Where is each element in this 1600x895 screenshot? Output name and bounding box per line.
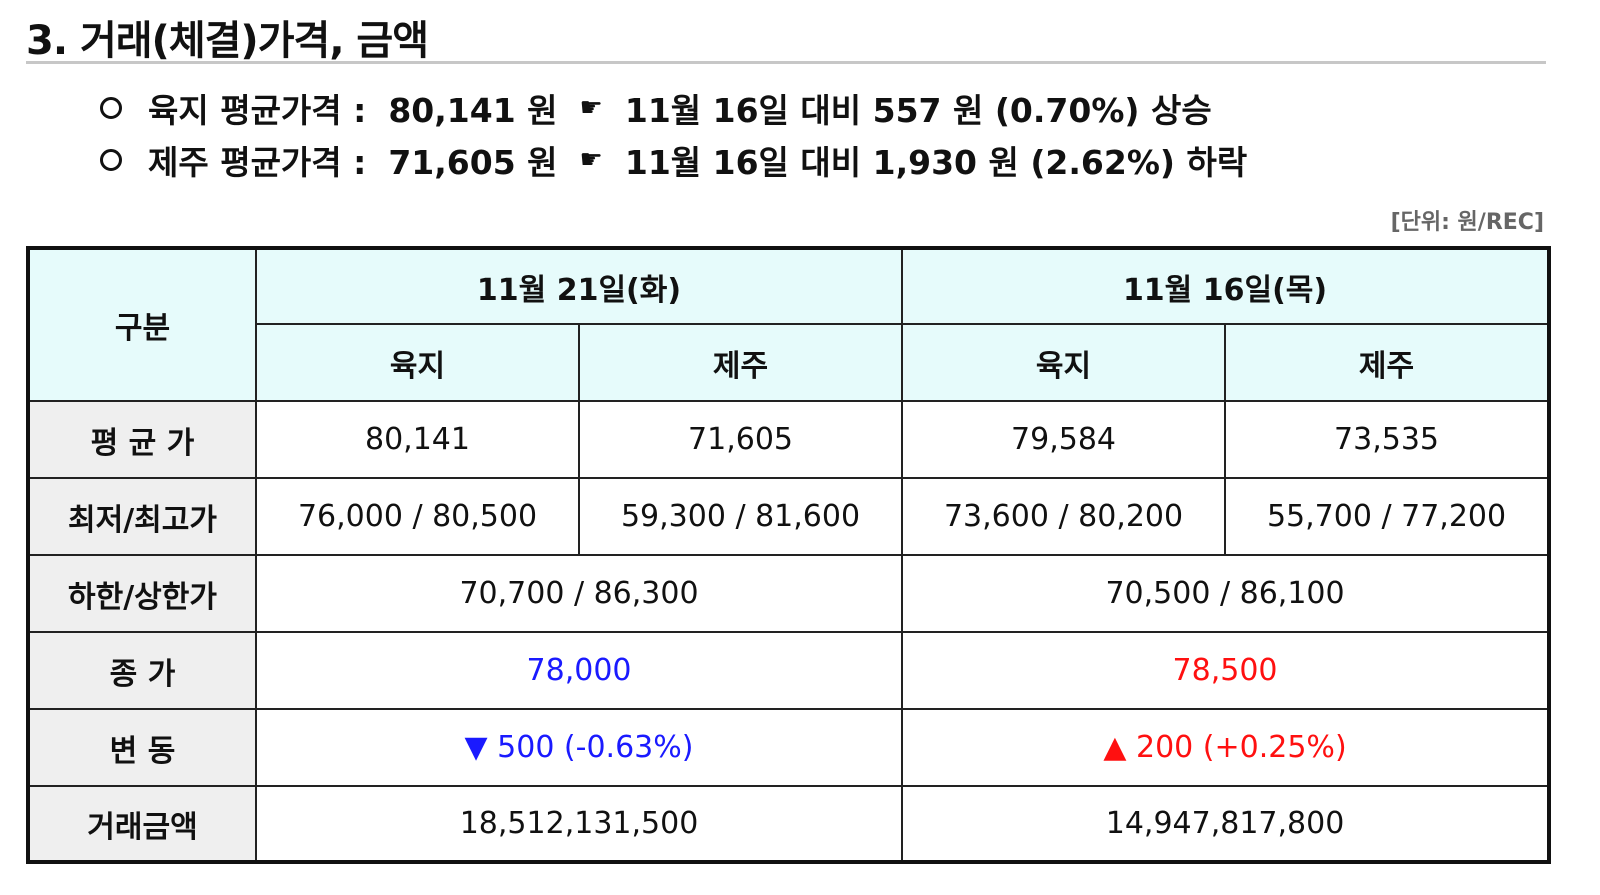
section-title: 3. 거래(체결)가격, 금액: [26, 18, 429, 64]
table-cell: 18,512,131,500: [254, 785, 904, 863]
table-cell: 55,700 / 77,200: [1224, 477, 1551, 556]
table-row: 하한/상한가 70,700 / 86,300 70,500 / 86,100: [27, 554, 1551, 633]
bullet-label: 제주 평균가격 :: [148, 143, 367, 182]
date-header: 11월 16일(목): [901, 247, 1551, 325]
table-cell: 80,141: [255, 400, 580, 479]
table-cell: 73,600 / 80,200: [901, 477, 1227, 556]
title-divider: [26, 61, 1546, 64]
table-cell: 79,584: [901, 400, 1227, 479]
circle-bullet-icon: [100, 97, 122, 119]
table-row: 종 가 78,000 78,500: [27, 631, 1551, 710]
row-header: 평 균 가: [27, 400, 257, 479]
table-cell: 71,605: [577, 400, 904, 479]
table-cell: 14,947,817,800: [901, 785, 1551, 863]
circle-bullet-icon: [100, 149, 122, 171]
row-header: 하한/상한가: [27, 554, 257, 633]
pointing-hand-icon: ☛: [579, 145, 603, 175]
date-header: 11월 21일(화): [254, 247, 904, 325]
row-header: 변 동: [27, 708, 257, 787]
region-header: 제주: [1224, 323, 1551, 402]
table-cell: 76,000 / 80,500: [255, 477, 580, 556]
region-header: 육지: [255, 323, 580, 402]
table-row: 평 균 가 80,141 71,605 79,584 73,535: [27, 400, 1551, 479]
region-header: 제주: [577, 323, 904, 402]
bullet-compare: 11월 16일 대비 557 원 (0.70%) 상승: [624, 91, 1212, 130]
bullet-mainland: 육지 평균가격 : 80,141 원 ☛ 11월 16일 대비 557 원 (0…: [100, 84, 1212, 132]
table-cell: ▲ 200 (+0.25%): [901, 708, 1551, 787]
corner-header: 구분: [27, 247, 257, 402]
table-cell: 78,000: [254, 631, 904, 710]
table-cell: 70,500 / 86,100: [901, 554, 1551, 633]
bullet-compare: 11월 16일 대비 1,930 원 (2.62%) 하락: [624, 143, 1248, 182]
table-cell: 59,300 / 81,600: [577, 477, 904, 556]
table-row: 최저/최고가 76,000 / 80,500 59,300 / 81,600 7…: [27, 477, 1551, 556]
bullet-price: 80,141 원: [388, 91, 558, 130]
unit-label: [단위: 원/REC]: [1390, 210, 1544, 235]
table-row: 거래금액 18,512,131,500 14,947,817,800: [27, 785, 1551, 863]
region-header: 육지: [901, 323, 1227, 402]
row-header: 최저/최고가: [27, 477, 257, 556]
bullet-jeju: 제주 평균가격 : 71,605 원 ☛ 11월 16일 대비 1,930 원 …: [100, 136, 1247, 184]
table-row: 변 동 ▼ 500 (-0.63%) ▲ 200 (+0.25%): [27, 708, 1551, 787]
table-cell: 73,535: [1224, 400, 1551, 479]
table-cell: ▼ 500 (-0.63%): [254, 708, 904, 787]
table-cell: 70,700 / 86,300: [254, 554, 904, 633]
bullet-label: 육지 평균가격 :: [148, 91, 367, 130]
row-header: 종 가: [27, 631, 257, 710]
row-header: 거래금액: [27, 785, 257, 863]
pointing-hand-icon: ☛: [579, 93, 603, 123]
bullet-price: 71,605 원: [388, 143, 558, 182]
table-cell: 78,500: [901, 631, 1551, 710]
price-table: 구분 11월 21일(화) 11월 16일(목) 육지 제주 육지 제주 평 균…: [26, 246, 1552, 864]
